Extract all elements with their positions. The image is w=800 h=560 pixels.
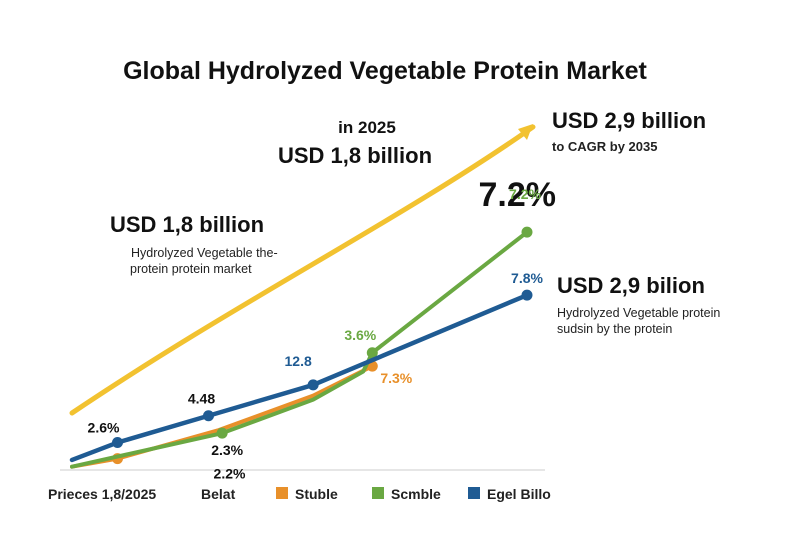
data-label-egel-billo: 2.6% <box>88 420 120 436</box>
legend-item-scmble: Scmble <box>391 486 441 502</box>
legend-swatch-scmble <box>372 487 384 499</box>
legend-swatch-egel-billo <box>468 487 480 499</box>
cagr-value: 7.2% <box>479 176 557 214</box>
data-label-stuble: 7.3% <box>380 370 412 386</box>
right-annotation-sub2: sudsin by the protein <box>557 322 672 336</box>
data-label-scmble: 2.3% <box>211 442 243 458</box>
legend: Prieces 1,8/2025 Belat Stuble Scmble Ege… <box>48 486 551 502</box>
data-point-scmble <box>521 226 533 238</box>
point-labels-layer: 7.3% 2.3% 3.6% 7.2% 2.6% 4.48 12.8 7.8% 2.2% <box>88 186 544 481</box>
legend-swatch-stuble <box>276 487 288 499</box>
data-point-egel-billo <box>203 410 214 422</box>
data-label-stuble-extra: 2.2% <box>214 466 246 482</box>
left-annotation-sub2: protein protein market <box>130 262 252 276</box>
data-label-scmble: 7.2% <box>509 186 541 202</box>
data-label-egel-billo: 4.48 <box>188 391 215 407</box>
data-point-egel-billo <box>307 379 319 391</box>
data-label-egel-billo: 7.8% <box>511 270 543 286</box>
data-label-scmble: 3.6% <box>344 327 376 343</box>
data-point-egel-billo <box>521 289 533 301</box>
right-annotation-sub1: Hydrolyzed Vegetable protein <box>557 306 720 320</box>
growth-arrow-head <box>518 124 533 140</box>
chart-title: Global Hydrolyzed Vegetable Protein Mark… <box>123 57 647 85</box>
center-annotation-year: in 2025 <box>338 118 396 137</box>
top-right-annotation-sub: to CAGR by 2035 <box>552 139 657 154</box>
center-annotation-value: USD 1,8 billion <box>278 143 432 168</box>
data-point-scmble <box>366 347 378 359</box>
left-annotation-value: USD 1,8 billion <box>110 212 264 237</box>
legend-item-prices: Prieces 1,8/2025 <box>48 486 156 502</box>
legend-item-egel-billo: Egel Billo <box>487 486 551 502</box>
data-point-egel-billo <box>112 437 123 449</box>
legend-item-belat: Belat <box>201 486 236 502</box>
series-line-egel-billo <box>69 292 530 463</box>
growth-arrow <box>69 124 536 416</box>
right-annotation-value: USD 2,9 bilion <box>557 273 705 298</box>
series-line-scmble <box>70 230 529 469</box>
series-layer <box>69 226 533 469</box>
data-point-scmble <box>216 427 228 439</box>
top-right-annotation-value: USD 2,9 billion <box>552 108 706 133</box>
data-label-egel-billo: 12.8 <box>285 353 312 369</box>
left-annotation-sub1: Hydrolyzed Vegetable the- <box>131 246 278 260</box>
legend-item-stuble: Stuble <box>295 486 338 502</box>
